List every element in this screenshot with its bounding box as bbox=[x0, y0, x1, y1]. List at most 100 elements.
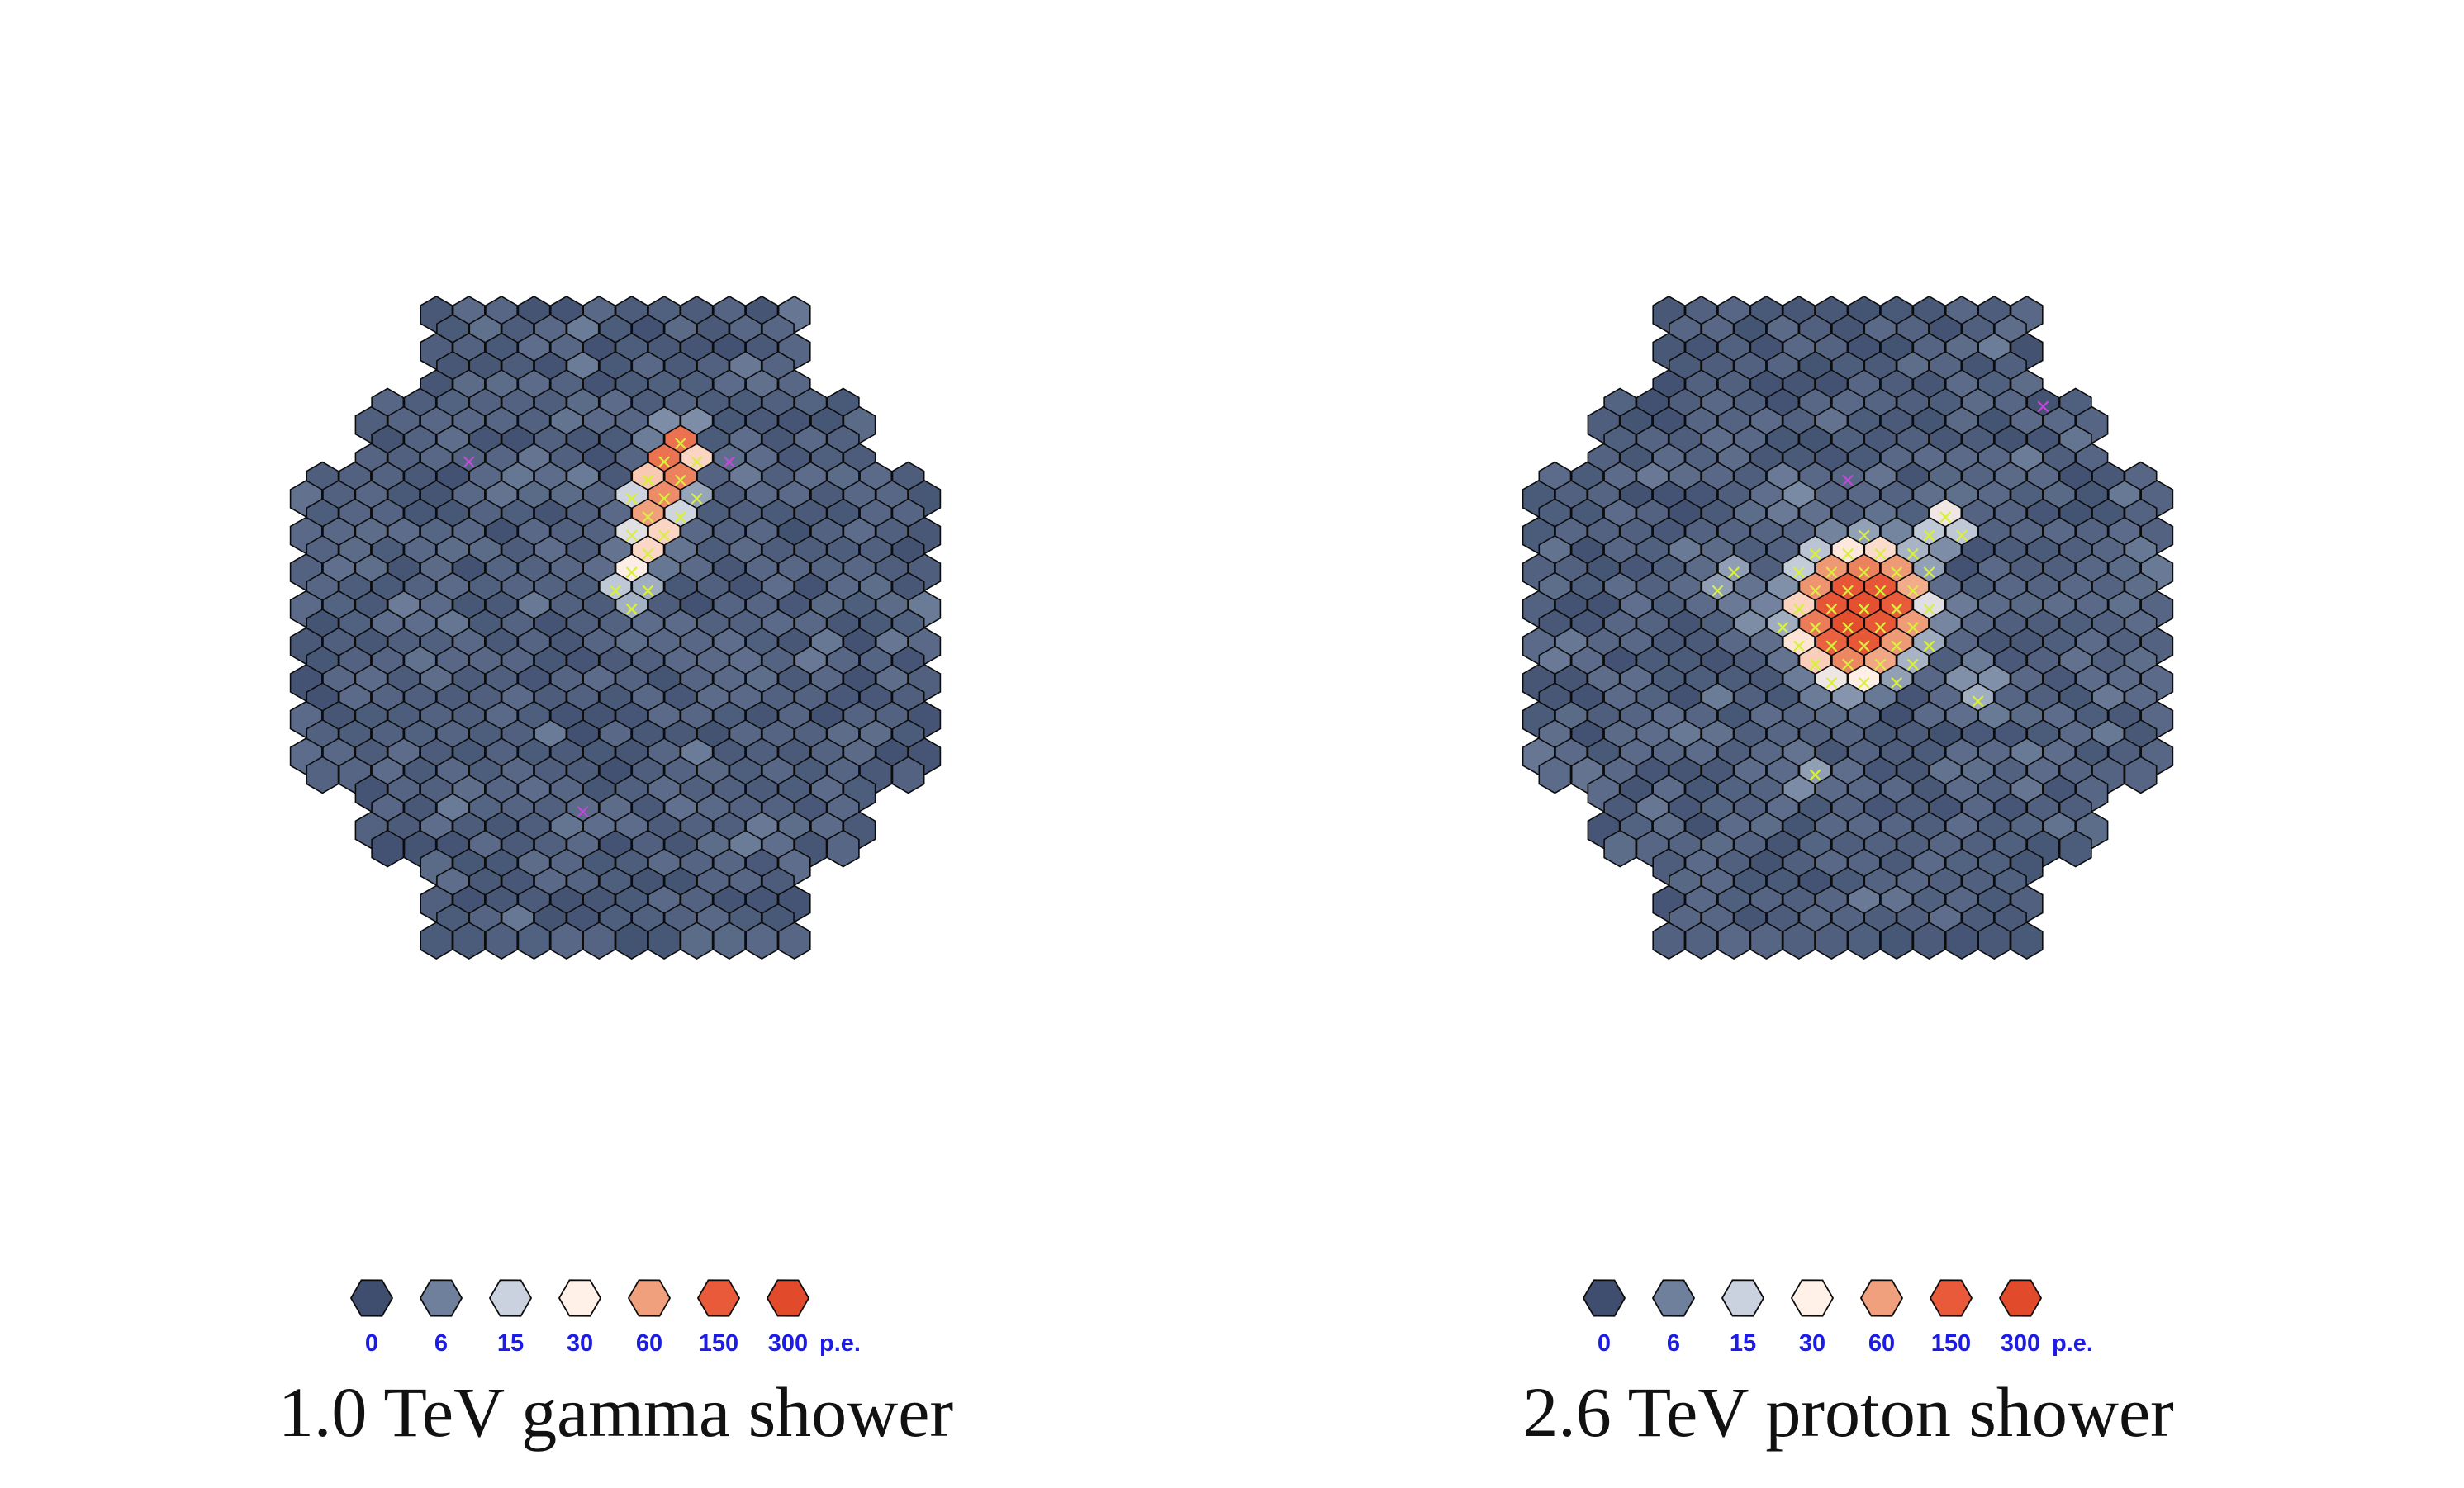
camera-pixel bbox=[777, 922, 811, 960]
signal-pixel-marker bbox=[1777, 622, 1788, 633]
camera-pixel bbox=[2058, 829, 2092, 868]
signal-pixel-marker bbox=[626, 566, 638, 578]
camera-pixel bbox=[1717, 922, 1751, 960]
legend-swatch bbox=[1651, 1279, 1696, 1317]
signal-pixel-marker bbox=[1874, 548, 1887, 560]
signal-pixel-marker bbox=[1793, 640, 1805, 652]
signal-pixel-marker bbox=[626, 493, 638, 505]
legend-swatch bbox=[1721, 1279, 1765, 1317]
signal-pixel-marker bbox=[1923, 566, 1935, 578]
camera-pixel bbox=[1912, 922, 1946, 960]
camera-pixel bbox=[891, 756, 925, 794]
camera-pixel bbox=[517, 922, 551, 960]
legend-label: 60 bbox=[1868, 1330, 1895, 1357]
legend-label: 150 bbox=[699, 1330, 738, 1357]
legend-swatch bbox=[766, 1279, 810, 1317]
legend-label: 300 bbox=[2001, 1330, 2040, 1357]
signal-pixel-marker bbox=[1712, 585, 1724, 597]
signal-pixel-marker bbox=[1825, 640, 1837, 652]
signal-pixel-marker bbox=[1859, 640, 1870, 652]
signal-pixel-marker bbox=[1907, 658, 1919, 671]
camera-pixel bbox=[1847, 922, 1881, 960]
isolated-pixel-marker bbox=[724, 456, 735, 467]
signal-pixel-marker bbox=[1859, 604, 1870, 615]
isolated-pixel-marker bbox=[577, 806, 589, 817]
legend-label: 6 bbox=[434, 1330, 448, 1357]
camera-pixel bbox=[1880, 922, 1914, 960]
camera-pixel bbox=[1684, 922, 1718, 960]
camera-pixel bbox=[1603, 829, 1637, 868]
legend-swatch bbox=[696, 1279, 741, 1317]
camera-pixel bbox=[826, 829, 860, 868]
camera-pixel bbox=[1944, 922, 1978, 960]
signal-pixel-marker bbox=[642, 474, 654, 486]
legend-swatch bbox=[1998, 1279, 2043, 1317]
panel-caption-proton: 2.6 TeV proton shower bbox=[1522, 1372, 2174, 1452]
legend-label: 150 bbox=[1931, 1330, 1971, 1357]
legend-swatch bbox=[1582, 1279, 1626, 1317]
signal-pixel-marker bbox=[1939, 511, 1951, 523]
signal-pixel-marker bbox=[675, 511, 686, 523]
legend-swatch bbox=[558, 1279, 602, 1317]
signal-pixel-marker bbox=[1728, 566, 1740, 578]
camera-pixel bbox=[582, 922, 616, 960]
signal-pixel-marker bbox=[626, 529, 638, 542]
signal-pixel-marker bbox=[642, 585, 654, 597]
camera-image-gamma bbox=[289, 295, 942, 960]
legend-swatch bbox=[1790, 1279, 1835, 1317]
signal-pixel-marker bbox=[1809, 658, 1821, 671]
proton-shower-panel: 0 6 15 30 60 150 300 p.e. 2.6 TeV proton shower bbox=[1232, 0, 2464, 1488]
signal-pixel-marker bbox=[691, 456, 703, 467]
signal-pixel-marker bbox=[642, 511, 654, 523]
legend-unit-label: p.e. bbox=[2052, 1330, 2093, 1357]
legend-label: 30 bbox=[1799, 1330, 1825, 1357]
camera-pixel bbox=[1782, 922, 1816, 960]
isolated-pixel-marker bbox=[1842, 474, 1854, 486]
camera-pixel bbox=[371, 829, 405, 868]
camera-pixel bbox=[549, 922, 583, 960]
legend-swatch bbox=[1859, 1279, 1904, 1317]
camera-pixel bbox=[1749, 922, 1783, 960]
camera-pixel bbox=[1815, 922, 1849, 960]
signal-pixel-marker bbox=[1923, 604, 1935, 615]
signal-pixel-marker bbox=[1874, 622, 1887, 633]
signal-pixel-marker bbox=[691, 493, 703, 505]
signal-pixel-marker bbox=[658, 456, 670, 467]
signal-pixel-marker bbox=[1891, 566, 1902, 578]
signal-pixel-marker bbox=[642, 548, 654, 560]
signal-pixel-marker bbox=[1891, 604, 1902, 615]
legend-label: 0 bbox=[365, 1330, 378, 1357]
signal-pixel-marker bbox=[675, 438, 686, 449]
signal-pixel-marker bbox=[1842, 585, 1854, 597]
signal-pixel-marker bbox=[658, 493, 670, 505]
signal-pixel-marker bbox=[1809, 585, 1821, 597]
camera-pixel bbox=[648, 922, 681, 960]
camera-pixel bbox=[2124, 756, 2158, 794]
signal-pixel-marker bbox=[1907, 622, 1919, 633]
camera-pixel bbox=[1652, 922, 1686, 960]
signal-pixel-marker bbox=[1859, 529, 1870, 542]
legend-unit-label: p.e. bbox=[819, 1330, 861, 1357]
camera-pixel bbox=[615, 922, 648, 960]
signal-pixel-marker bbox=[610, 585, 621, 597]
isolated-pixel-marker bbox=[463, 456, 475, 467]
signal-pixel-marker bbox=[626, 604, 638, 615]
camera-pixel bbox=[306, 756, 339, 794]
signal-pixel-marker bbox=[1793, 566, 1805, 578]
signal-pixel-marker bbox=[1859, 677, 1870, 689]
signal-pixel-marker bbox=[1842, 658, 1854, 671]
signal-pixel-marker bbox=[1923, 529, 1935, 542]
color-legend-proton: 0 6 15 30 60 150 300 p.e. bbox=[1582, 1279, 2093, 1357]
signal-pixel-marker bbox=[1825, 677, 1837, 689]
signal-pixel-marker bbox=[1891, 677, 1902, 689]
camera-pixel bbox=[712, 922, 746, 960]
legend-swatch bbox=[488, 1279, 533, 1317]
legend-swatch bbox=[627, 1279, 672, 1317]
isolated-pixel-marker bbox=[2037, 400, 2049, 412]
legend-label: 30 bbox=[567, 1330, 593, 1357]
camera-pixel bbox=[420, 922, 453, 960]
legend-label: 15 bbox=[1730, 1330, 1756, 1357]
signal-pixel-marker bbox=[1891, 640, 1902, 652]
signal-pixel-marker bbox=[1825, 566, 1837, 578]
legend-label: 15 bbox=[497, 1330, 524, 1357]
